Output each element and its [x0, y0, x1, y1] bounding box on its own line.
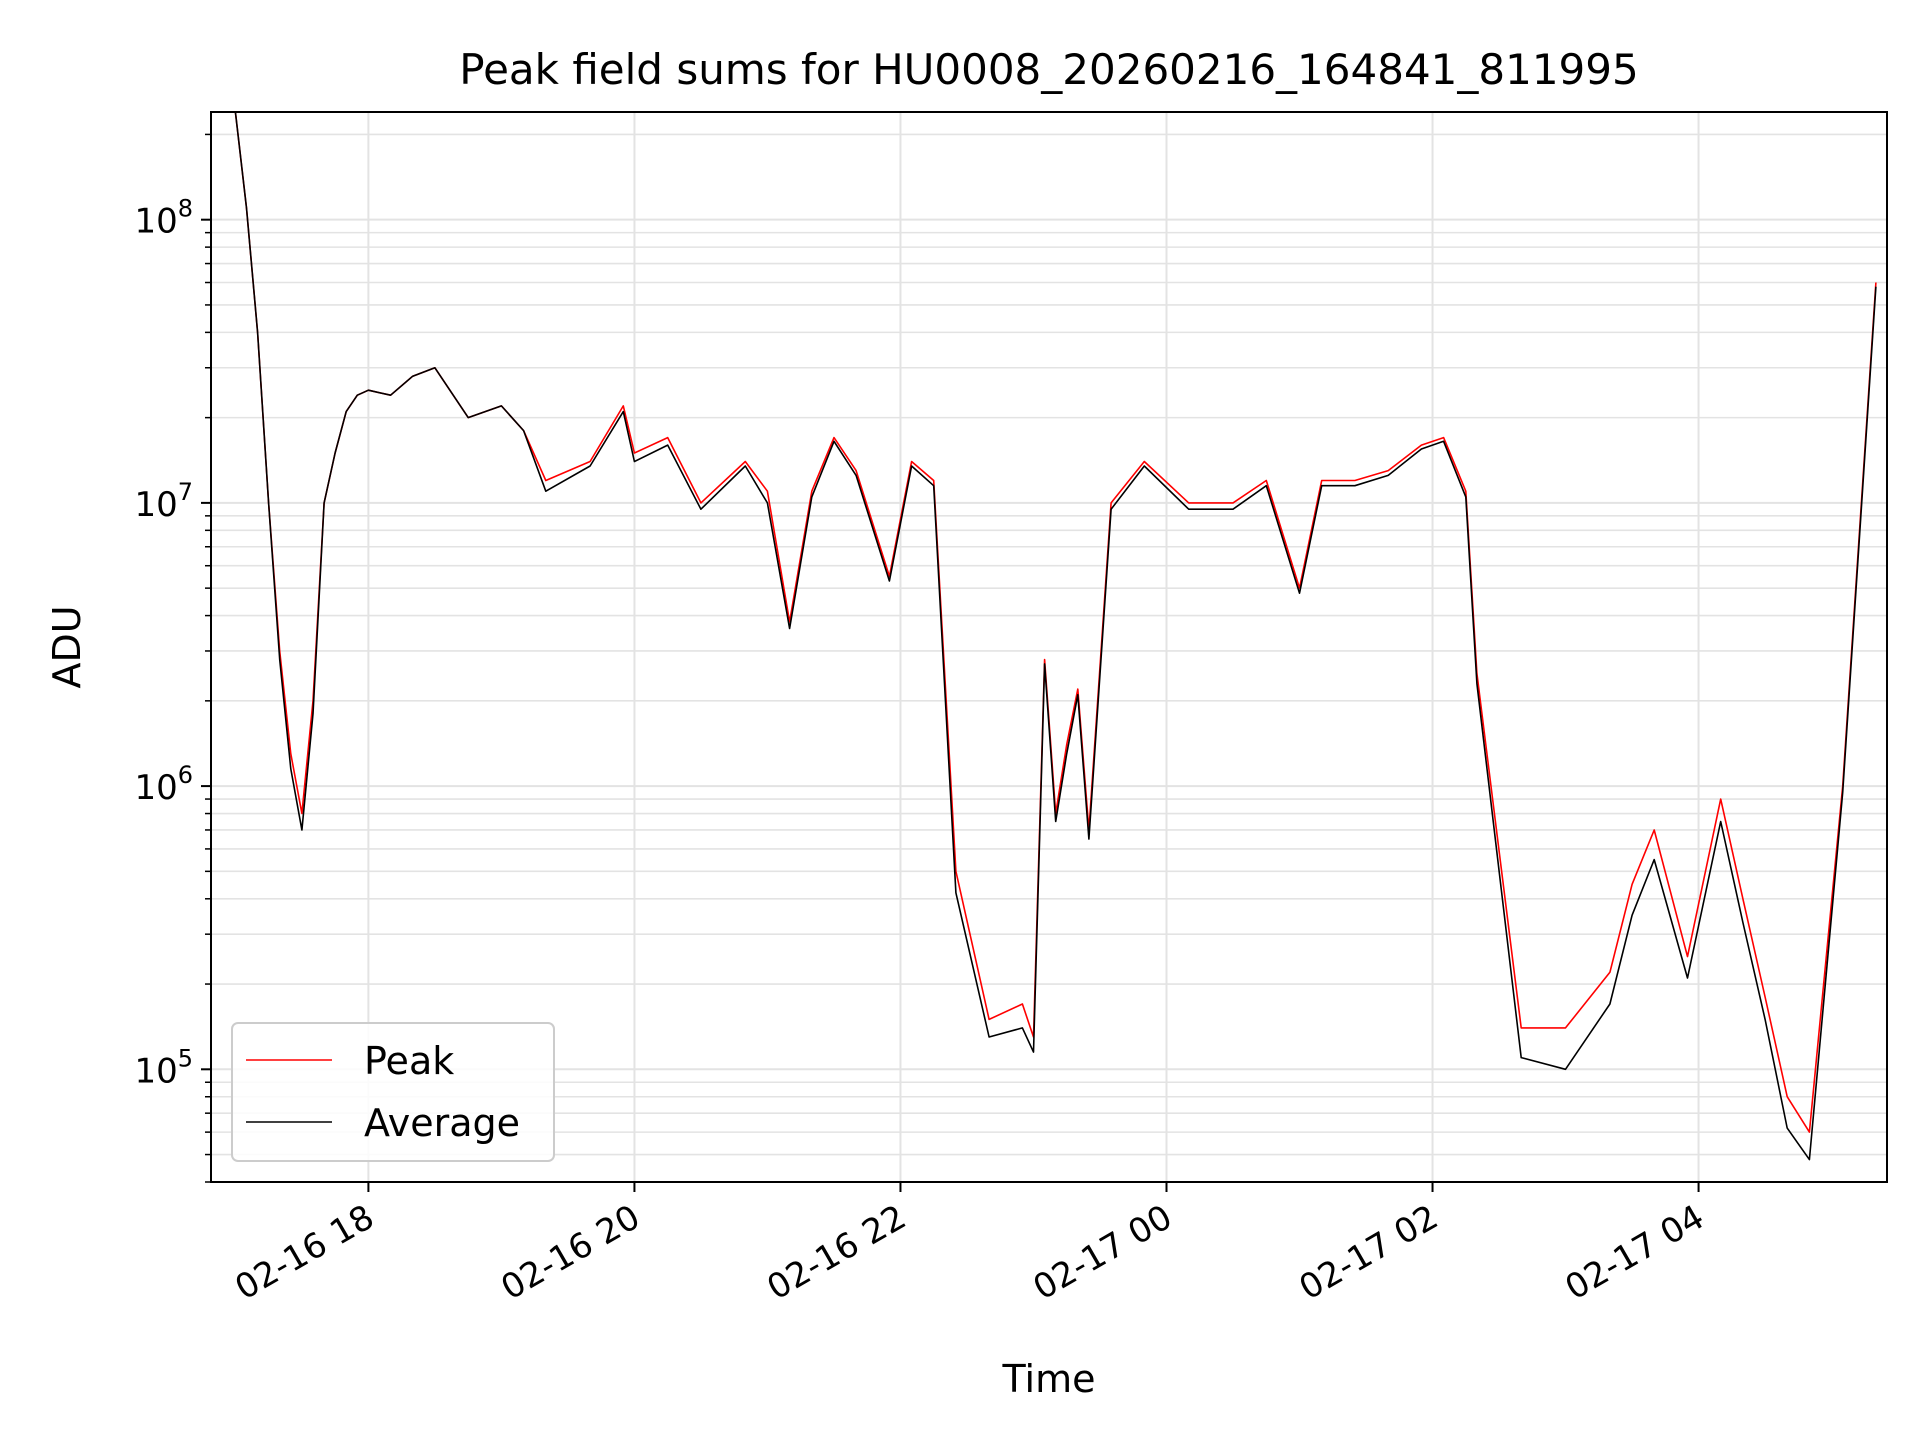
- legend: Peak Average: [231, 1022, 555, 1162]
- series-layer: [234, 111, 1877, 1161]
- y-tick-label: 108: [134, 195, 193, 242]
- legend-label-average: Average: [364, 1101, 520, 1145]
- x-tick-label: 02-16 22: [761, 1197, 913, 1308]
- y-tick-label: 105: [134, 1044, 193, 1091]
- x-axis-label: Time: [1002, 1357, 1096, 1401]
- legend-label-peak: Peak: [364, 1039, 454, 1083]
- x-axis: 02-16 18 02-16 20 02-16 22 02-17 00 02-17 02…: [229, 1182, 1711, 1308]
- y-tick-label: 106: [134, 761, 193, 808]
- x-tick-label: 02-16 18: [229, 1197, 381, 1308]
- x-tick-label: 02-16 20: [495, 1197, 647, 1308]
- plot-frame: [210, 111, 1888, 1183]
- plot-background: [211, 112, 1887, 1182]
- x-tick-label: 02-17 02: [1293, 1197, 1445, 1308]
- legend-box: [231, 1022, 555, 1162]
- chart-title: Peak field sums for HU0008_20260216_1648…: [459, 45, 1638, 94]
- y-axis: 105 106 107 108: [134, 133, 211, 1183]
- y-axis-label: ADU: [45, 605, 89, 688]
- series-line-average: [234, 111, 1877, 1161]
- x-tick-label: 02-17 04: [1559, 1197, 1711, 1308]
- y-tick-label: 107: [134, 478, 193, 525]
- x-tick-label: 02-17 00: [1027, 1197, 1179, 1308]
